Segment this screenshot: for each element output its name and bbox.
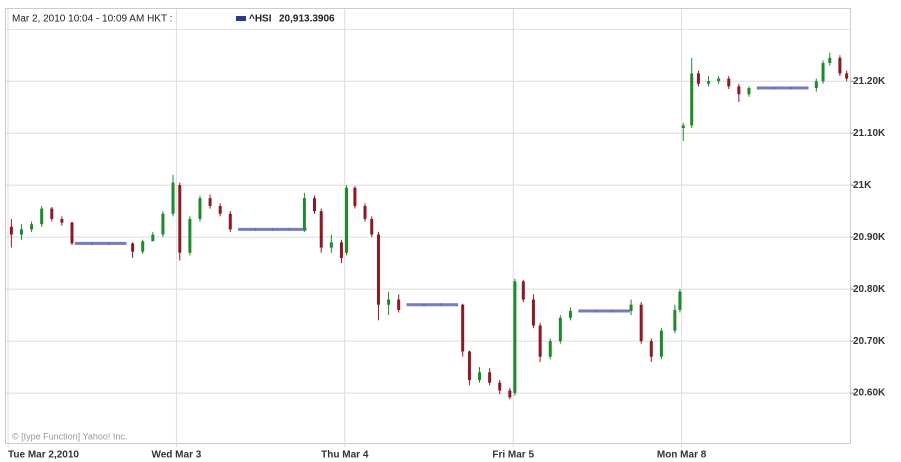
candle-body bbox=[639, 304, 643, 342]
candle-body bbox=[178, 185, 182, 253]
candle-body bbox=[629, 304, 633, 311]
candle-body bbox=[773, 86, 792, 90]
candle-body bbox=[70, 222, 74, 244]
legend-name: ^HSI bbox=[249, 14, 272, 25]
candle-body bbox=[254, 227, 273, 231]
candle-body bbox=[131, 243, 135, 252]
candle-body bbox=[151, 234, 155, 242]
candle-body bbox=[538, 325, 542, 357]
candle-body bbox=[461, 304, 465, 352]
candle-body bbox=[790, 86, 809, 90]
candle-body bbox=[690, 73, 694, 126]
candle-body bbox=[756, 86, 775, 90]
candle-body bbox=[344, 187, 348, 253]
header-strip bbox=[6, 9, 850, 29]
x-tick-label: Thu Mar 4 bbox=[321, 450, 369, 461]
plot-frame bbox=[5, 8, 851, 444]
candle-body bbox=[218, 205, 222, 214]
candle-body bbox=[498, 382, 502, 391]
header: Mar 2, 2010 10:04 - 10:09 AM HKT : bbox=[12, 14, 172, 25]
candle-body bbox=[50, 208, 54, 219]
candle-body bbox=[397, 299, 401, 310]
candle-body bbox=[821, 63, 825, 82]
candle-body bbox=[611, 309, 630, 313]
legend-value: 20,913.3906 bbox=[279, 14, 335, 25]
candle-body bbox=[376, 234, 380, 305]
y-tick-label: 21K bbox=[853, 180, 872, 191]
candle-body bbox=[329, 242, 333, 248]
candle-body bbox=[312, 198, 316, 212]
candle-body bbox=[228, 213, 232, 230]
candle-body bbox=[558, 317, 562, 342]
candle-body bbox=[440, 303, 459, 307]
candle-body bbox=[681, 125, 685, 128]
candle-body bbox=[513, 281, 517, 394]
candle-body bbox=[363, 205, 367, 219]
candle-body bbox=[423, 303, 442, 307]
candle-body bbox=[91, 241, 110, 245]
candle-body bbox=[747, 87, 751, 95]
candle-body bbox=[319, 211, 323, 248]
candle-body bbox=[406, 303, 425, 307]
candle-body bbox=[387, 299, 391, 305]
candle-body bbox=[30, 224, 34, 230]
watermark: © [type Function] Yahoo! Inc. bbox=[12, 431, 127, 441]
candle-body bbox=[108, 241, 127, 245]
candle-body bbox=[659, 330, 663, 357]
candle-body bbox=[198, 198, 202, 219]
candle-body bbox=[353, 187, 357, 206]
candle-body bbox=[578, 309, 597, 313]
candle-body bbox=[74, 241, 93, 245]
candle-body bbox=[845, 73, 849, 79]
candle-body bbox=[678, 291, 682, 310]
candle-body bbox=[696, 73, 700, 84]
candle-body bbox=[649, 341, 653, 357]
candle-body bbox=[161, 213, 165, 235]
candle-body bbox=[717, 78, 721, 82]
candle-body bbox=[9, 226, 13, 235]
candle-body bbox=[60, 218, 64, 223]
candle-body bbox=[288, 227, 307, 231]
candle-body bbox=[737, 86, 741, 95]
y-tick-label: 20.80K bbox=[853, 284, 886, 295]
x-tick-label: Fri Mar 5 bbox=[492, 450, 534, 461]
candle-body bbox=[727, 78, 731, 87]
candle-body bbox=[339, 242, 343, 258]
candle-body bbox=[188, 218, 192, 253]
candle-body bbox=[238, 227, 257, 231]
candle-body bbox=[171, 182, 175, 214]
candle-body bbox=[595, 309, 614, 313]
candle-body bbox=[208, 198, 212, 206]
y-tick-label: 21.20K bbox=[853, 76, 886, 87]
candle-body bbox=[141, 241, 145, 252]
y-tick-label: 20.60K bbox=[853, 388, 886, 399]
candle-body bbox=[19, 229, 23, 235]
candle-body bbox=[271, 227, 290, 231]
candle-body bbox=[673, 309, 677, 331]
candle-body bbox=[508, 390, 512, 398]
candle-body bbox=[568, 310, 572, 318]
candle-body bbox=[814, 81, 818, 88]
x-tick-label: Tue Mar 2,2010 bbox=[8, 450, 79, 461]
candle-body bbox=[531, 299, 535, 326]
x-tick-label: Mon Mar 8 bbox=[657, 450, 707, 461]
candle-body bbox=[302, 198, 306, 230]
x-tick-label: Wed Mar 3 bbox=[151, 450, 201, 461]
y-tick-label: 20.70K bbox=[853, 336, 886, 347]
candle-body bbox=[707, 81, 711, 84]
y-tick-label: 20.90K bbox=[853, 232, 886, 243]
legend-swatch bbox=[236, 16, 246, 21]
candle-body bbox=[467, 351, 471, 381]
candle-body bbox=[828, 57, 832, 64]
candle-body bbox=[521, 281, 525, 300]
candle-body bbox=[478, 372, 482, 381]
candle-body bbox=[838, 57, 842, 74]
candle-body bbox=[370, 218, 374, 235]
candle-body bbox=[40, 208, 44, 225]
candle-body bbox=[548, 341, 552, 357]
candle-body bbox=[488, 372, 492, 383]
y-tick-label: 21.10K bbox=[853, 128, 886, 139]
